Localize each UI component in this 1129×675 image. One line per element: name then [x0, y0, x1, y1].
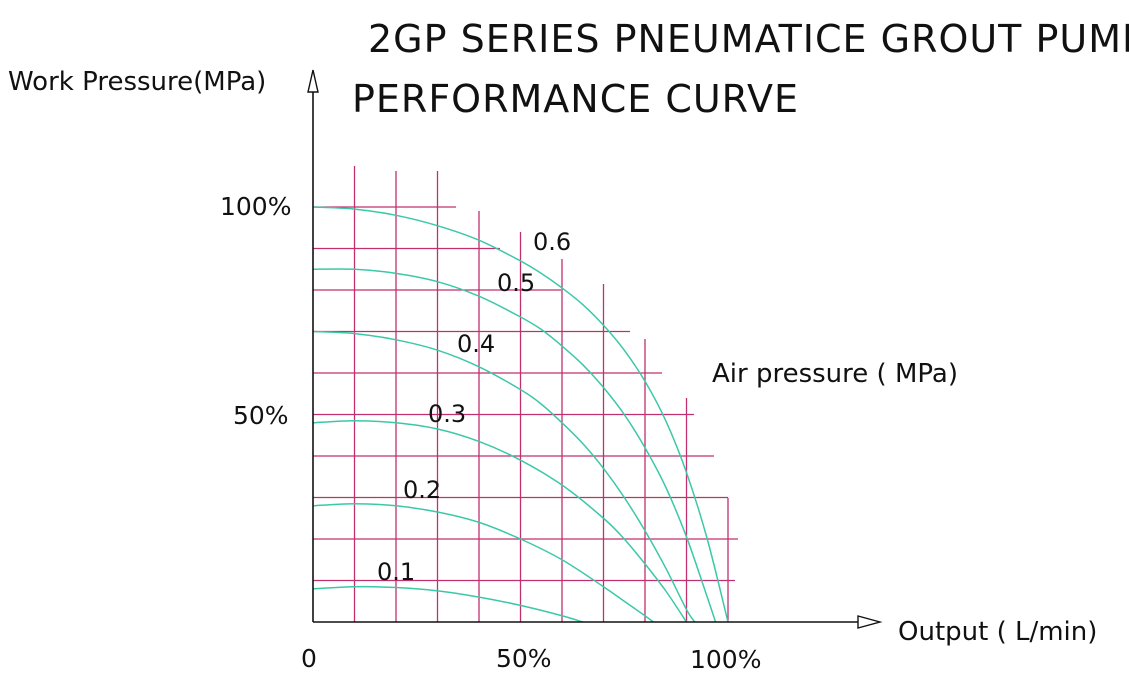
- curve-label: 0.5: [497, 269, 535, 297]
- x-tick-label: 0: [301, 644, 317, 673]
- series-line-0.1: [312, 585, 583, 623]
- series-line-0.3: [312, 419, 688, 623]
- curve-label: 0.6: [533, 228, 571, 256]
- curve-label: 0.1: [377, 558, 415, 586]
- x-tick-label: 100%: [690, 645, 761, 674]
- curve-label: 0.2: [403, 476, 441, 504]
- grid: [313, 166, 738, 622]
- curve-label: 0.3: [428, 400, 466, 428]
- air-pressure-annotation: Air pressure ( MPa): [712, 359, 958, 389]
- x-axis-arrow-icon: [857, 615, 883, 629]
- chart-title: 2GP SERIES PNEUMATICE GROUT PUMP: [368, 17, 1129, 61]
- y-axis-label: Work Pressure(MPa): [8, 67, 266, 97]
- y-tick-label: 50%: [233, 401, 289, 430]
- y-tick-label: 100%: [220, 192, 291, 221]
- series-line-0.4: [312, 330, 696, 623]
- curve-label: 0.4: [457, 330, 495, 358]
- y-axis-arrow-icon: [307, 69, 319, 93]
- curves: [312, 206, 729, 623]
- x-tick-label: 50%: [496, 644, 552, 673]
- series-line-0.6: [312, 206, 729, 623]
- axes: [307, 69, 883, 629]
- chart-subtitle: PERFORMANCE CURVE: [352, 77, 799, 121]
- series-line-0.2: [312, 502, 654, 623]
- x-axis-label: Output ( L/min): [898, 617, 1097, 647]
- series-line-0.5: [312, 268, 717, 623]
